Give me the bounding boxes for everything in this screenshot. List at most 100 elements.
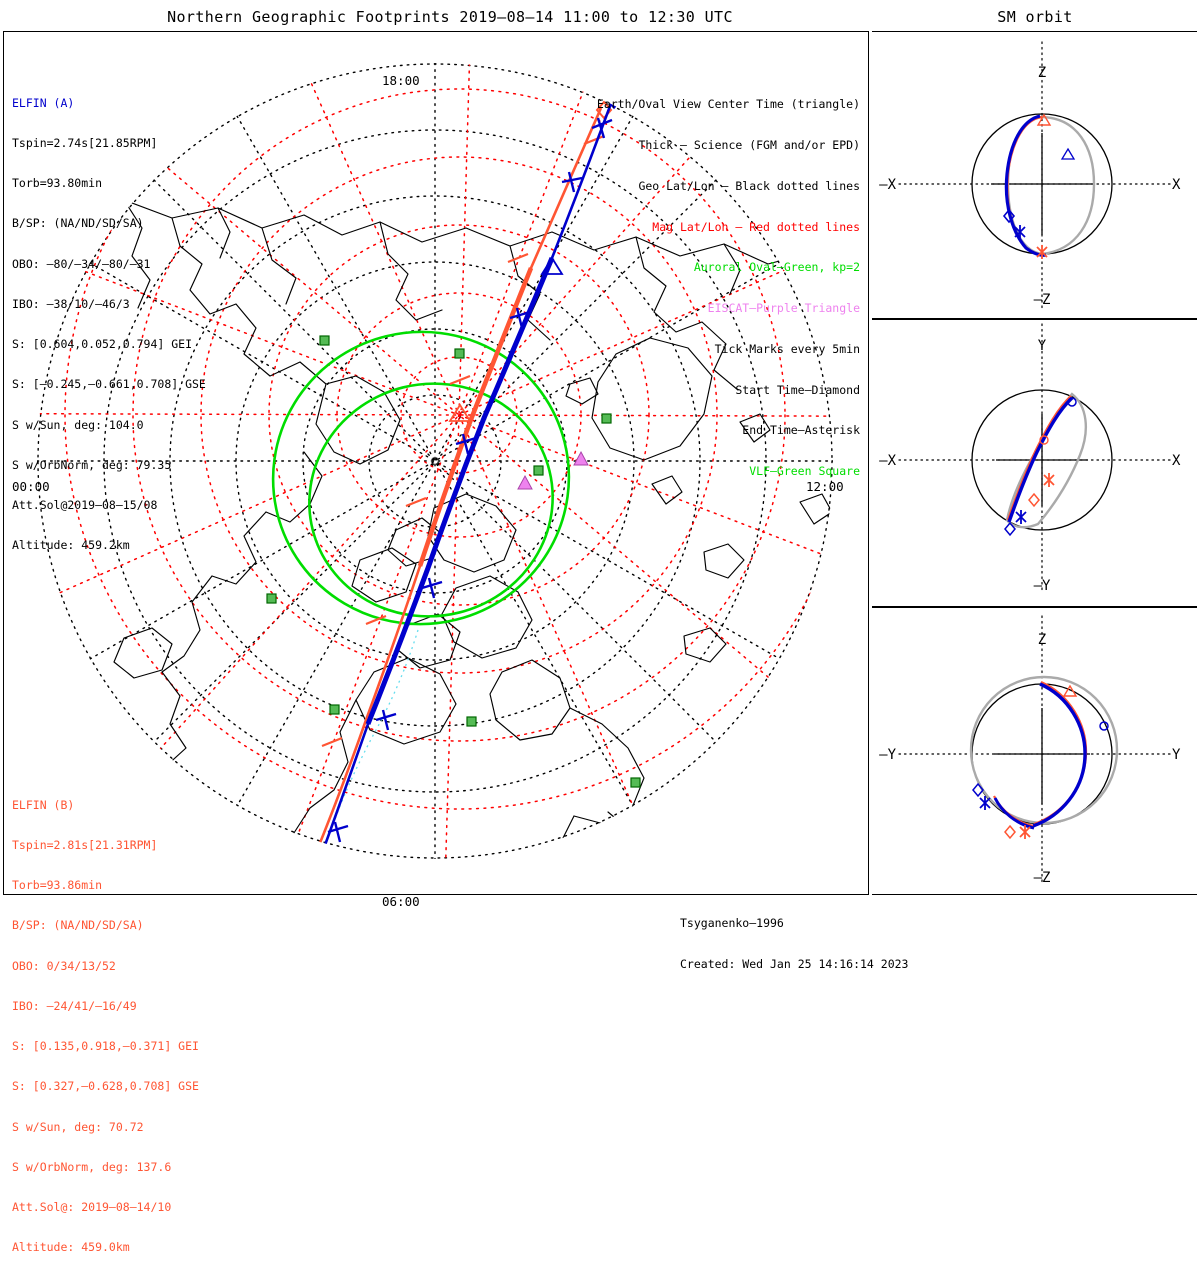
elfin-a-name: ELFIN (A) [12,95,75,110]
xz-dotted-axes [898,41,1173,311]
elfin-b-name: ELFIN (B) [12,797,75,812]
elfin-a-line-6: S: [–0.245,–0.661,0.708] GSE [12,377,206,392]
auxiliary-track [333,629,419,823]
elfin-b-line-3: OBO: 0/34/13/52 [12,958,116,973]
mlt-label-dawn: 06:00 [382,894,420,909]
sm-orbit-title: SM orbit [997,8,1073,26]
auroral-oval [271,330,571,626]
axis-label-z-neg: –Z [1034,292,1051,308]
elfin-b-line-0: Tspin=2.81s[21.31RPM] [12,838,158,853]
elfin-a-line-8: S w/OrbNorm, deg: 79.35 [12,457,172,472]
elfin-a-line-9: Att.Sol@2019–08–15/08 [12,498,158,512]
start-diamond-yz-a [972,782,984,798]
start-diamond-xy-a [1004,521,1016,537]
orbit-xy-canvas: Y –Y X –X [879,323,1181,594]
mlt-label-midnight: 00:00 [12,479,50,494]
orbit-panel-xz: Z –Z X –X [872,31,1197,319]
elfin-a-line-3: OBO: –80/–34/–80/–31 [12,256,151,271]
end-asterisk-xz-b [1036,245,1048,259]
elfin-b-line-8: S w/OrbNorm, deg: 137.6 [12,1159,172,1174]
elfin-a-line-4: IBO: –38/10/–46/3 [12,296,130,311]
end-asterisk-xy-a [1015,510,1027,524]
center-triangle-xz-a [1060,147,1076,160]
elfin-b-info: ELFIN (B) Tspin=2.81s[21.31RPM] Torb=93.… [12,772,199,1281]
axis-label-x-neg: –X [879,177,896,193]
elfin-b-line-6: S: [0.327,–0.628,0.708] GSE [12,1079,199,1094]
elfin-a-ticks [327,117,613,843]
elfin-b-center-triangle [448,403,472,422]
created-timestamp: Created: Wed Jan 25 14:16:14 2023 [680,956,909,971]
center-marker-xy-a [1067,397,1077,407]
legend-item-6: Tick Marks every 5min [714,341,860,356]
elfin-a-orbit-yz [1032,682,1087,828]
elfin-a-line-2: B/SP: (NA/ND/SD/SA) [12,216,144,231]
legend-item-9: VLF–Green Square [749,464,860,479]
axis-label-z-pos: Z [1038,65,1046,81]
center-marker-xy-b [1039,435,1049,445]
elfin-b-ticks [321,134,605,748]
axis-label-z-pos-3: Z [1038,632,1046,648]
elfin-b-line-1: Torb=93.86min [12,878,103,893]
center-triangle-xz-b [1036,113,1052,126]
axis-label-z-neg-3: –Z [1034,870,1051,886]
legend-item-4: Auroral Oval–Green, kp=2 [693,260,860,275]
center-marker-yz-a [1099,721,1109,731]
mlt-label-dusk: 18:00 [382,73,420,88]
figure-root: Northern Geographic Footprints 2019–08–1… [3,8,1197,1255]
legend-item-5: EISCAT–Purple Triangle [707,301,860,316]
orbit-panel-yz: Z –Z Y –Y [872,607,1197,895]
end-asterisk-yz-b [1019,825,1031,839]
mag-longitude-grid [37,63,833,859]
elfin-b-orbit-xz [1006,115,1043,257]
elfin-a-line-0: Tspin=2.74s[21.85RPM] [12,136,158,151]
map-legend: Earth/Oval View Center Time (triangle) T… [597,71,860,506]
earth-circle-xy [971,389,1113,531]
axis-label-y-pos: Y [1038,338,1047,354]
axis-label-y-neg: –Y [1034,578,1051,594]
elfin-a-end-asterisk [308,866,324,890]
map-canvas [37,63,833,890]
legend-item-8: End Time–Asterisk [742,423,860,438]
end-asterisk-yz-a [979,796,991,810]
elfin-b-line-9: Att.Sol@: 2019–08–14/10 [12,1200,172,1214]
elfin-a-track [314,97,615,859]
elfin-b-line-7: S w/Sun, deg: 70.72 [12,1119,144,1134]
orbit-panel-xy: Y –Y X –X [872,319,1197,607]
elfin-a-orbit-xy [1007,396,1074,523]
elfin-b-line-2: B/SP: (NA/ND/SD/SA) [12,918,144,933]
center-triangle-yz-b [1062,684,1078,697]
start-diamond-xy-b [1028,492,1040,508]
elfin-a-line-5: S: [0.604,0.052,0.794] GEI [12,337,193,352]
start-diamond-yz-b [1004,824,1016,840]
elfin-a-orbit-xz [1004,114,1047,257]
elfin-b-line-5: S: [0.135,0.918,–0.371] GEI [12,1039,199,1054]
elfin-a-line-10: Altitude: 459.2km [12,538,130,553]
orbit-xz-canvas: Z –Z X –X [879,41,1181,311]
elfin-a-line-1: Torb=93.80min [12,176,103,191]
mlt-label-noon: 12:00 [806,479,844,494]
xy-solid-axes [996,414,1088,506]
elfin-a-line-7: S w/Sun, deg: 104.0 [12,417,144,432]
elfin-a-info: ELFIN (A) Tspin=2.74s[21.85RPM] Torb=93.… [12,70,206,579]
yz-solid-axes [994,708,1090,804]
full-orbit-yz [969,675,1119,825]
end-asterisk-xz [1014,225,1026,239]
vlf-stations [266,335,641,788]
legend-item-2: Geo Lat/Lon – Black dotted lines [638,178,860,193]
end-asterisk-xy-b [1043,473,1055,487]
elfin-a-orbit-yz-2 [993,797,1035,830]
axis-label-y-neg-3: –Y [879,747,896,763]
elfin-b-line-4: IBO: –24/41/–16/49 [12,998,137,1013]
axis-label-x-neg-2: –X [879,453,896,469]
legend-item-0: Earth/Oval View Center Time (triangle) [596,97,860,112]
start-diamond-xz [1002,208,1016,224]
elfin-a-center-triangle [540,256,564,275]
axis-label-y-pos-3: Y [1172,747,1181,763]
legend-item-7: Start Time–Diamond [735,382,860,397]
credits-block: Tsyganenko–1996 Created: Wed Jan 25 14:1… [680,890,908,999]
axis-label-x-pos: X [1172,177,1181,193]
axis-label-x-pos-2: X [1172,453,1181,469]
orbit-yz-canvas: Z –Z Y –Y [879,615,1181,886]
geographic-footprint-map: ELFIN (A) Tspin=2.74s[21.85RPM] Torb=93.… [3,31,908,1254]
yz-dotted-axes [898,615,1173,885]
